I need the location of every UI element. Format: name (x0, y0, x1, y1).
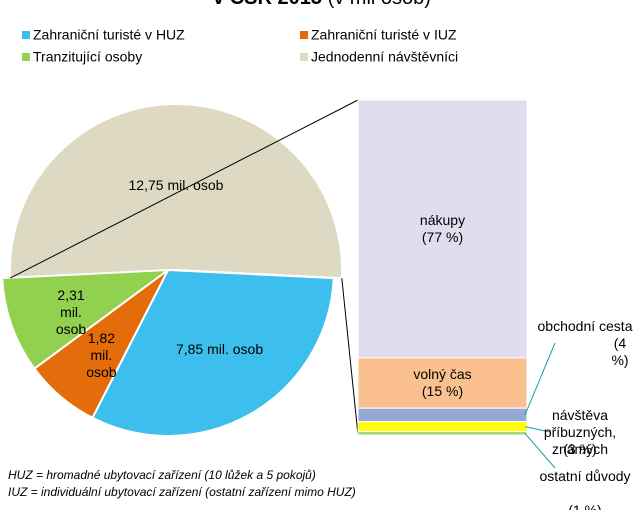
pie-slice (91, 268, 335, 437)
legend-swatch (22, 31, 30, 39)
leader-line (524, 432, 556, 469)
note: IUZ = individuální ubytovací zařízení (o… (8, 485, 356, 499)
legend-swatch (300, 53, 308, 61)
bar-label: ostatní důvody (539, 468, 631, 484)
connector (9, 99, 359, 279)
bar-label: volný čas (413, 366, 472, 383)
legend-label: Zahraniční turisté v IUZ (311, 27, 457, 43)
chart-title: v ČSR 2013 (v mil osob) (213, 0, 431, 9)
legend-swatch (300, 31, 308, 39)
note: HUZ = hromadné ubytovací zařízení (10 lů… (8, 468, 316, 482)
pie-label: 12,75 mil. osob (128, 177, 224, 194)
bar-value: (15 %) (421, 383, 464, 400)
pie-label: 1,82 mil. osob (86, 330, 117, 381)
bar-value: (1 %) (568, 502, 602, 510)
bar-value: (4 %) (611, 335, 629, 368)
leader-line (524, 342, 556, 416)
pie-label: 7,85 mil. osob (175, 341, 264, 358)
bar-label: návštěva příbuzných, známých (543, 407, 617, 457)
bar-segment (357, 421, 528, 433)
bar-value: (3 %) (563, 441, 597, 457)
bar-label: nákupy (419, 211, 466, 228)
bar-value: (77 %) (421, 228, 464, 245)
bar-segment (357, 357, 528, 409)
pie-slice (9, 103, 343, 280)
connector (341, 278, 359, 436)
bar-segment (357, 99, 528, 359)
legend-label: Jednodenní návštěvníci (311, 49, 458, 65)
bar-label: obchodní cesta (537, 318, 633, 334)
legend-label: Zahraniční turisté v HUZ (33, 27, 185, 43)
bar-segment (357, 431, 528, 436)
title-main: v ČSR 2013 (213, 0, 322, 9)
pie-label: 2,31 mil. osob (55, 286, 87, 337)
leader-line (524, 426, 551, 433)
legend-label: Tranzitující osoby (33, 49, 142, 65)
legend-swatch (22, 53, 30, 61)
title-suffix: (v mil osob) (328, 0, 431, 9)
pie-slice (1, 268, 172, 370)
bar-segment (357, 407, 528, 423)
